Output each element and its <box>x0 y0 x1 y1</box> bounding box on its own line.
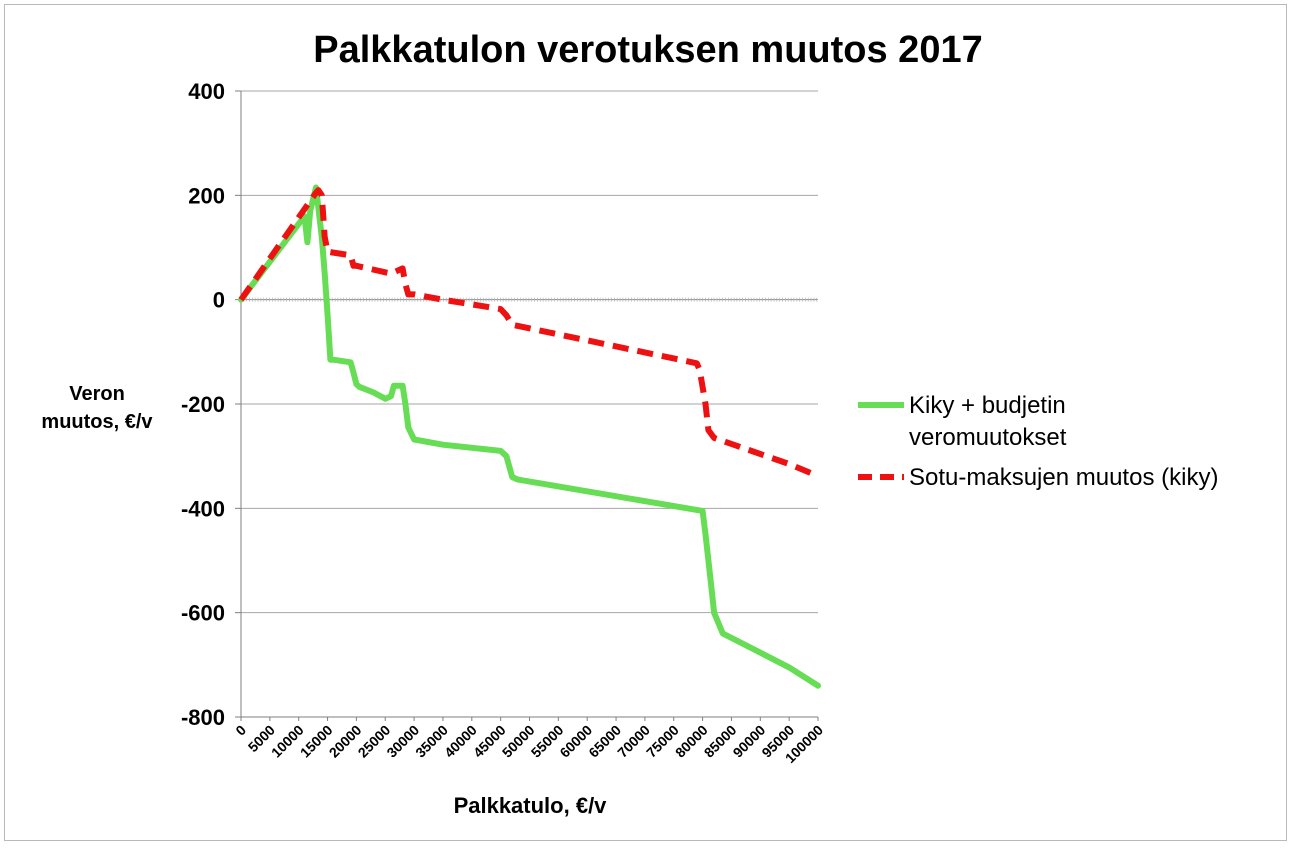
y-axis-label-line-2: muutos, €/v <box>41 411 153 433</box>
x-axis-label: Palkkatulo, €/v <box>454 793 608 818</box>
y-tick-label: -400 <box>181 496 225 521</box>
chart-svg: Palkkatulon verotuksen muutos 2017 400 20… <box>41 29 1218 818</box>
y-tick-label: 200 <box>188 183 225 208</box>
x-tick-label: 0 <box>232 722 249 739</box>
plot-series <box>238 184 821 689</box>
axes <box>235 90 819 721</box>
grid-lines <box>241 90 818 614</box>
y-tick-label: -800 <box>181 705 225 730</box>
y-tick-label: -200 <box>181 392 225 417</box>
y-tick-label: -600 <box>181 601 225 626</box>
series-line-sotu <box>238 187 820 479</box>
legend: Kiky + budjetin veromuutokset Sotu-maksu… <box>858 392 1218 491</box>
y-tick-label: 400 <box>188 79 225 104</box>
x-tick-labels: 0500010000150002000025000300003500040000… <box>232 722 826 766</box>
chart-title: Palkkatulon verotuksen muutos 2017 <box>313 29 982 71</box>
y-tick-label: 0 <box>213 288 225 313</box>
legend-label-kiky-line-1: Kiky + budjetin <box>909 392 1066 419</box>
legend-label-sotu: Sotu-maksujen muutos (kiky) <box>909 464 1218 491</box>
y-tick-labels: 400 200 0 -200 -400 -600 -800 <box>181 79 225 730</box>
series-line-kiky-budjetti <box>238 184 821 689</box>
y-axis-label-line-1: Veron <box>69 383 125 405</box>
chart-frame: Palkkatulon verotuksen muutos 2017 400 20… <box>4 4 1287 841</box>
legend-label-kiky-line-2: veromuutokset <box>909 424 1067 451</box>
